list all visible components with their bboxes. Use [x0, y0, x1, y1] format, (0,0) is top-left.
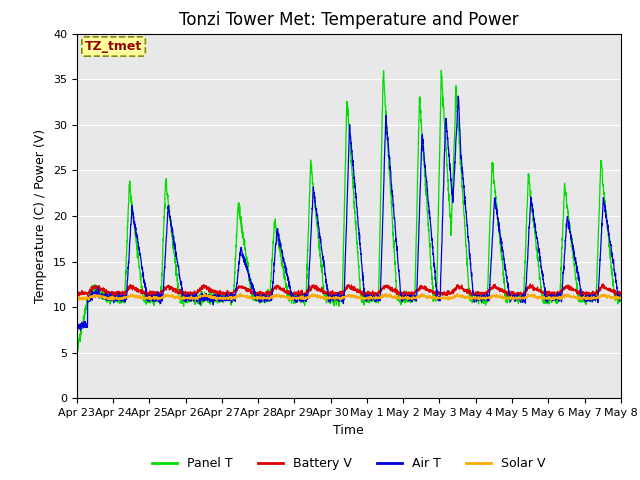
Battery V: [548, 291, 556, 297]
Battery V: [599, 281, 607, 287]
Solar V: [548, 297, 556, 303]
Panel T: [168, 228, 175, 234]
Air T: [617, 295, 625, 300]
Battery V: [305, 287, 313, 292]
Battery V: [73, 288, 81, 294]
Y-axis label: Temperature (C) / Power (V): Temperature (C) / Power (V): [35, 129, 47, 303]
Solar V: [74, 297, 82, 303]
Battery V: [167, 284, 175, 289]
Battery V: [135, 288, 143, 294]
Solar V: [282, 294, 290, 300]
Line: Solar V: Solar V: [77, 293, 621, 300]
Line: Battery V: Battery V: [77, 284, 621, 297]
Text: TZ_tmet: TZ_tmet: [85, 40, 142, 53]
Air T: [168, 222, 175, 228]
Battery V: [607, 288, 614, 294]
Panel T: [73, 345, 81, 351]
Air T: [548, 296, 556, 302]
Panel T: [607, 251, 614, 256]
Panel T: [305, 205, 313, 211]
Legend: Panel T, Battery V, Air T, Solar V: Panel T, Battery V, Air T, Solar V: [147, 452, 550, 475]
Air T: [305, 265, 313, 271]
Battery V: [333, 294, 340, 300]
Air T: [454, 93, 462, 99]
Battery V: [282, 288, 289, 294]
Solar V: [617, 295, 625, 301]
Solar V: [305, 294, 313, 300]
Solar V: [135, 295, 143, 300]
Air T: [73, 320, 81, 325]
Air T: [135, 247, 143, 253]
Air T: [607, 242, 614, 248]
X-axis label: Time: Time: [333, 424, 364, 437]
Line: Panel T: Panel T: [77, 71, 621, 351]
Title: Tonzi Tower Met: Temperature and Power: Tonzi Tower Met: Temperature and Power: [179, 11, 518, 29]
Solar V: [73, 294, 81, 300]
Line: Air T: Air T: [77, 96, 621, 331]
Solar V: [236, 290, 244, 296]
Air T: [77, 328, 84, 334]
Solar V: [168, 293, 175, 299]
Battery V: [617, 290, 625, 296]
Air T: [282, 263, 289, 268]
Panel T: [282, 285, 289, 290]
Panel T: [74, 348, 81, 354]
Panel T: [617, 295, 625, 301]
Solar V: [607, 294, 614, 300]
Panel T: [548, 294, 556, 300]
Panel T: [437, 68, 445, 73]
Panel T: [135, 264, 143, 270]
